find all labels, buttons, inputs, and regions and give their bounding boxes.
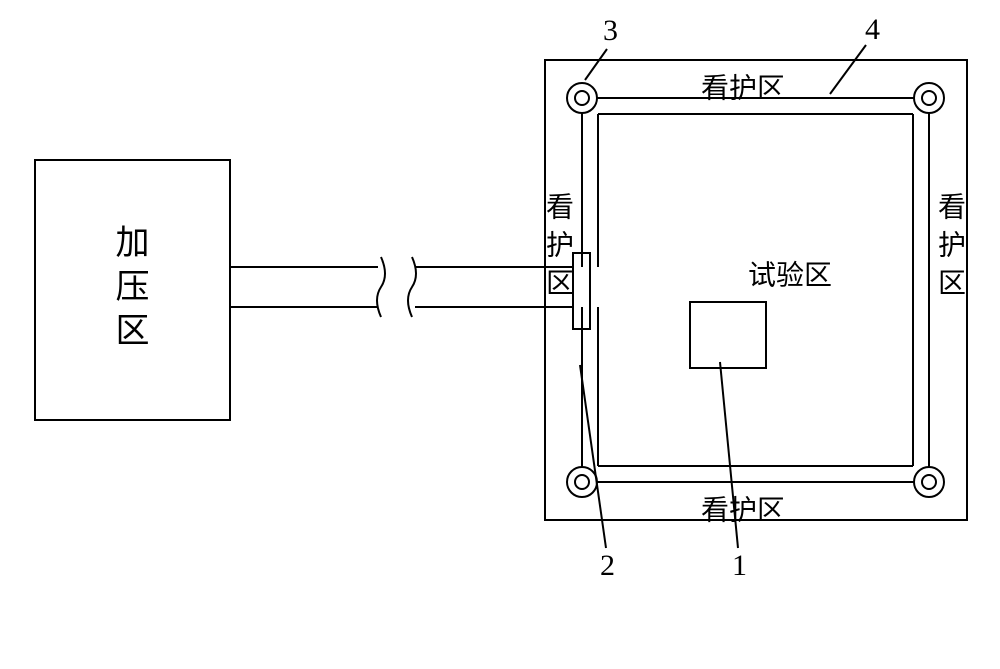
guard-label: 护 (546, 229, 574, 261)
guard-label: 区 (938, 268, 966, 299)
inner-box (690, 302, 766, 368)
pipe-break (377, 257, 385, 317)
corner-circle-outer (567, 467, 597, 497)
corner-circle-outer (914, 83, 944, 113)
callout-number: 2 (600, 549, 615, 582)
callout-number: 1 (732, 549, 747, 582)
guard-label: 区 (546, 268, 574, 299)
callout-line (830, 45, 866, 94)
guard-label: 护 (938, 229, 966, 261)
callout-number: 4 (865, 13, 880, 46)
guard-label: 看护区 (701, 494, 785, 526)
test-zone-label: 试验区 (748, 259, 832, 291)
pressure-zone-label: 区 (116, 313, 150, 350)
corner-circle-outer (567, 83, 597, 113)
guard-label: 看 (938, 191, 966, 223)
callout-line (585, 49, 607, 80)
pipe-break (408, 257, 416, 317)
corner-circle-outer (914, 467, 944, 497)
guard-label: 看 (546, 191, 574, 223)
callout-number: 3 (603, 14, 618, 47)
pressure-zone-label: 加 (116, 225, 150, 262)
pressure-zone-label: 压 (116, 269, 150, 306)
guard-label: 看护区 (701, 72, 785, 104)
